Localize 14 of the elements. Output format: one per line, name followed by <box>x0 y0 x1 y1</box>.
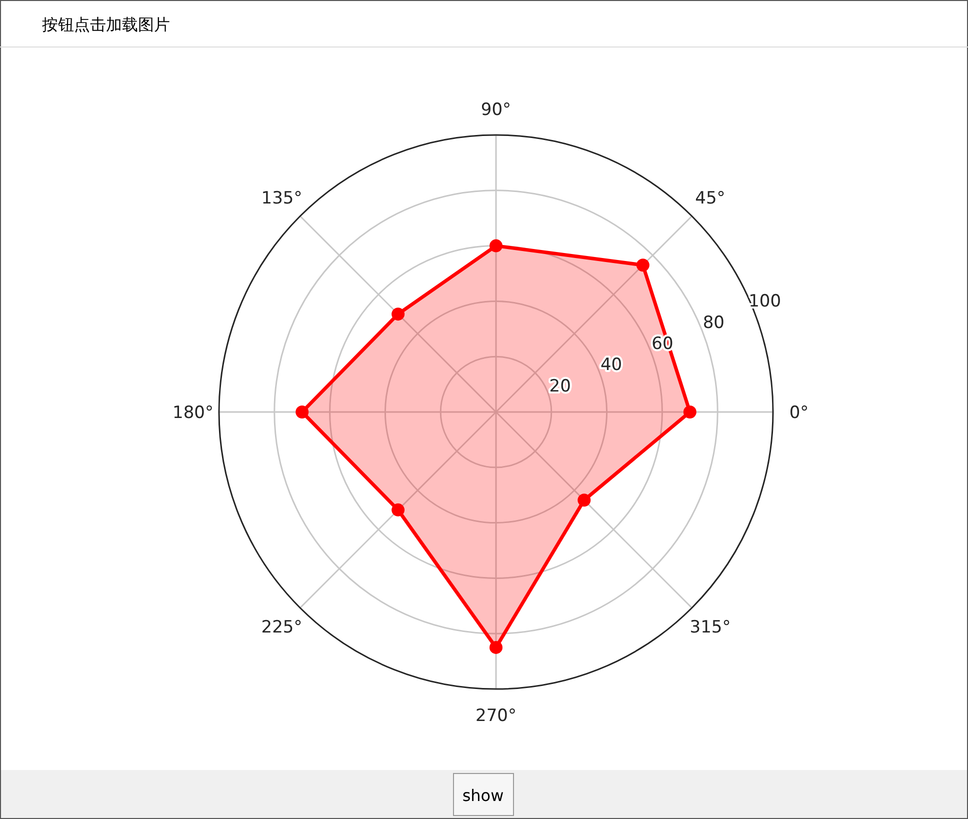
spoke-label: 45° <box>695 188 726 209</box>
y-tick-label: 20 <box>549 376 571 396</box>
y-tick-label: 40 <box>600 355 622 376</box>
spoke-label: 315° <box>690 617 731 638</box>
spoke-label: 135° <box>261 188 302 209</box>
chart-title: 按钮点击加载图片 <box>42 15 170 34</box>
spoke-label: 0° <box>789 403 809 423</box>
button: show <box>453 773 514 816</box>
spoke-label: 225° <box>261 617 302 638</box>
spoke-label: 90° <box>480 100 512 120</box>
spoke-label: 270° <box>476 706 516 726</box>
y-tick-label: 80 <box>702 312 724 333</box>
y-tick-label: 100 <box>748 292 782 312</box>
spoke-label: 180° <box>172 403 214 423</box>
